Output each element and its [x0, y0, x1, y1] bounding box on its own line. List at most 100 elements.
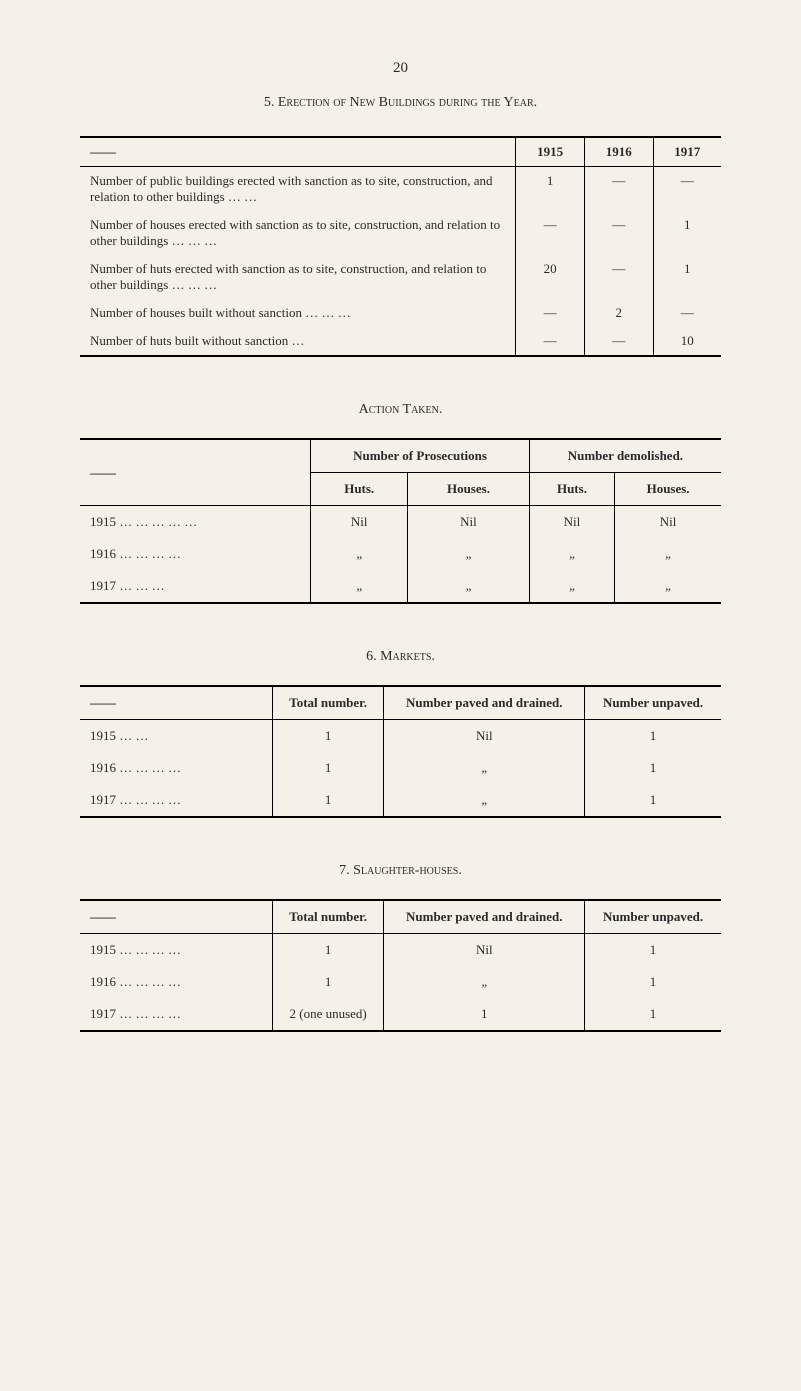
cell: 1916 … … … … [80, 752, 272, 784]
cell: — [653, 167, 721, 212]
table-slaughter-houses: —— Total number. Number paved and draine… [80, 899, 721, 1032]
action-taken-title: Action Taken. [80, 402, 721, 418]
table-row: Number of public buildings erected with … [80, 167, 721, 212]
cell: „ [529, 538, 614, 570]
cell: 1 [272, 934, 384, 967]
table2-sh-houses1: Houses. [408, 473, 530, 506]
cell: 1 [585, 720, 721, 753]
cell: „ [311, 538, 408, 570]
table-row: 1915 … … … … 1 Nil 1 [80, 934, 721, 967]
table2-gh-demolished: Number demolished. [529, 439, 721, 473]
cell: Number of houses built without sanction … [80, 299, 516, 327]
section6-title: 6. Markets. [80, 649, 721, 665]
cell: Number of public buildings erected with … [80, 167, 516, 212]
cell: 2 [584, 299, 653, 327]
cell: „ [384, 752, 585, 784]
cell: 1 [653, 211, 721, 255]
cell: Number of houses erected with sanction a… [80, 211, 516, 255]
cell: 1 [272, 784, 384, 817]
cell: „ [408, 570, 530, 603]
cell: 1 [585, 752, 721, 784]
table-buildings: —— 1915 1916 1917 Number of public build… [80, 136, 721, 357]
table-row: 1915 … … 1 Nil 1 [80, 720, 721, 753]
cell: 1 [516, 167, 585, 212]
table4-h-unpaved: Number unpaved. [585, 900, 721, 934]
cell: 1 [585, 784, 721, 817]
cell: 1916 … … … … [80, 538, 311, 570]
table-row: 1916 … … … … 1 „ 1 [80, 966, 721, 998]
cell: 1 [585, 998, 721, 1031]
table-row: Number of houses erected with sanction a… [80, 211, 721, 255]
cell: 1915 … … … … [80, 934, 272, 967]
table-markets: —— Total number. Number paved and draine… [80, 685, 721, 818]
table1-h-blank: —— [80, 137, 516, 167]
table2-h-blank: —— [80, 439, 311, 506]
cell: 1917 … … … … [80, 998, 272, 1031]
table4-h-paved: Number paved and drained. [384, 900, 585, 934]
cell: „ [615, 538, 721, 570]
table1-h-1917: 1917 [653, 137, 721, 167]
table-row: 1917 … … … … 2 (one unused) 1 1 [80, 998, 721, 1031]
table3-h-blank: —— [80, 686, 272, 720]
table2-sh-houses2: Houses. [615, 473, 721, 506]
cell: 1915 … … … … … [80, 506, 311, 539]
section5-title: 5. Erection of New Buildings during the … [80, 95, 721, 111]
table3-h-total: Total number. [272, 686, 384, 720]
section7-title: 7. Slaughter-houses. [80, 863, 721, 879]
table-row: 1916 … … … … „ „ „ „ [80, 538, 721, 570]
cell: 20 [516, 255, 585, 299]
cell: „ [408, 538, 530, 570]
cell: — [584, 211, 653, 255]
cell: 1 [653, 255, 721, 299]
cell: 1917 … … … … [80, 784, 272, 817]
table4-h-total: Total number. [272, 900, 384, 934]
table-row: 1916 … … … … 1 „ 1 [80, 752, 721, 784]
table2-sh-huts2: Huts. [529, 473, 614, 506]
cell: „ [311, 570, 408, 603]
cell: Nil [384, 934, 585, 967]
cell: „ [529, 570, 614, 603]
cell: Number of huts erected with sanction as … [80, 255, 516, 299]
cell: 1 [585, 966, 721, 998]
cell: — [653, 299, 721, 327]
cell: Nil [384, 720, 585, 753]
cell: — [584, 327, 653, 356]
cell: 1 [272, 752, 384, 784]
table1-h-1916: 1916 [584, 137, 653, 167]
table-row: 1917 … … … „ „ „ „ [80, 570, 721, 603]
table-action-taken: —— Number of Prosecutions Number demolis… [80, 438, 721, 604]
cell: 1916 … … … … [80, 966, 272, 998]
cell: 1 [272, 966, 384, 998]
cell: „ [615, 570, 721, 603]
cell: 1917 … … … [80, 570, 311, 603]
cell: 1 [384, 998, 585, 1031]
table3-h-unpaved: Number unpaved. [585, 686, 721, 720]
table-row: 1915 … … … … … Nil Nil Nil Nil [80, 506, 721, 539]
cell: 2 (one unused) [272, 998, 384, 1031]
cell: Nil [615, 506, 721, 539]
cell: — [584, 255, 653, 299]
table-row: Number of houses built without sanction … [80, 299, 721, 327]
cell: 1 [585, 934, 721, 967]
cell: — [584, 167, 653, 212]
table-row: Number of huts erected with sanction as … [80, 255, 721, 299]
table2-sh-huts1: Huts. [311, 473, 408, 506]
cell: 1 [272, 720, 384, 753]
cell: — [516, 211, 585, 255]
cell: Number of huts built without sanction … [80, 327, 516, 356]
cell: — [516, 327, 585, 356]
cell: 10 [653, 327, 721, 356]
table1-h-1915: 1915 [516, 137, 585, 167]
cell: Nil [311, 506, 408, 539]
cell: 1915 … … [80, 720, 272, 753]
cell: — [516, 299, 585, 327]
cell: „ [384, 966, 585, 998]
cell: „ [384, 784, 585, 817]
page-number: 20 [80, 60, 721, 77]
table4-h-blank: —— [80, 900, 272, 934]
table3-h-paved: Number paved and drained. [384, 686, 585, 720]
table2-gh-prosecutions: Number of Prosecutions [311, 439, 530, 473]
table-row: 1917 … … … … 1 „ 1 [80, 784, 721, 817]
cell: Nil [529, 506, 614, 539]
table-row: Number of huts built without sanction … … [80, 327, 721, 356]
